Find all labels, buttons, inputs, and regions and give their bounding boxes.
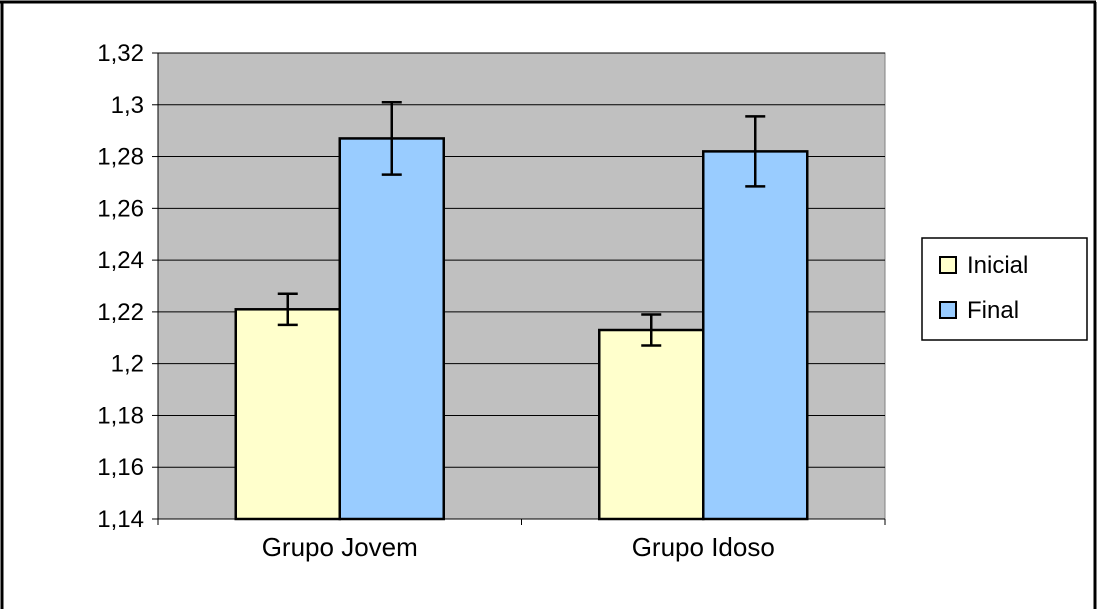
y-tick-label: 1,18 bbox=[97, 402, 144, 429]
y-tick-label: 1,24 bbox=[97, 247, 144, 274]
y-tick-label: 1,16 bbox=[97, 454, 144, 481]
legend-box bbox=[921, 237, 1088, 341]
legend: Inicial Final bbox=[921, 237, 1088, 341]
y-tick-label: 1,3 bbox=[111, 92, 144, 119]
y-tick-label: 1,22 bbox=[97, 299, 144, 326]
y-tick-label: 1,26 bbox=[97, 195, 144, 222]
bar-final-2 bbox=[702, 150, 809, 521]
x-category-label: Grupo Jovem bbox=[262, 532, 418, 562]
bar-inicial-1 bbox=[234, 308, 341, 521]
y-tick-label: 1,28 bbox=[97, 144, 144, 171]
bar-final-1 bbox=[338, 137, 445, 521]
plot-area: 1,14 1,16 1,18 1,2 1,22 1,24 1,26 1,28 1,3 1,32 Gr… bbox=[97, 40, 886, 562]
y-tick-label: 1,14 bbox=[97, 506, 144, 533]
y-tick-label: 1,32 bbox=[97, 40, 144, 67]
legend-label-final: Final bbox=[967, 297, 1019, 324]
legend-label-inicial: Inicial bbox=[967, 252, 1028, 279]
legend-swatch-final bbox=[939, 301, 957, 319]
y-tick-label: 1,2 bbox=[111, 351, 144, 378]
x-category-label: Grupo Idoso bbox=[632, 532, 775, 562]
bar-inicial-2 bbox=[598, 328, 705, 521]
legend-swatch-inicial bbox=[939, 256, 957, 274]
